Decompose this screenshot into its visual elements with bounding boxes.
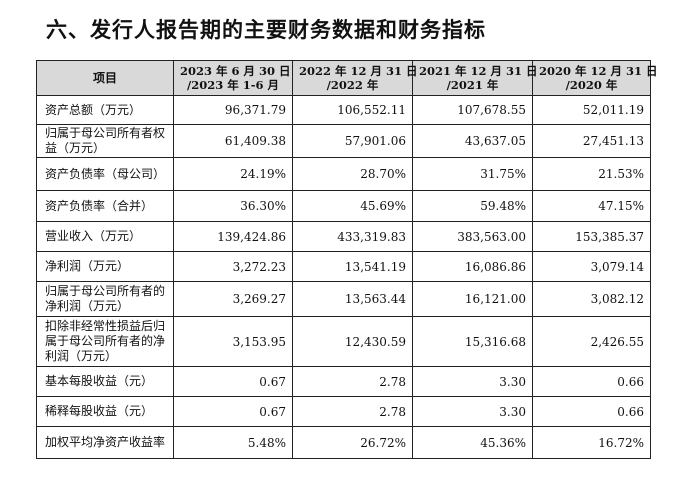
cell-value: 43,637.05 <box>412 124 533 158</box>
cell-value: 59.48% <box>412 190 533 222</box>
cell-value: 45.36% <box>412 426 533 459</box>
cell-value: 2,426.55 <box>532 316 651 367</box>
table-row: 资产负债率（母公司） 24.19% 28.70% 31.75% 21.53% <box>36 157 651 191</box>
cell-value: 5.48% <box>173 426 293 459</box>
cell-value: 16,121.00 <box>412 281 533 317</box>
section-title: 六、发行人报告期的主要财务数据和财务指标 <box>46 18 486 42</box>
row-label: 稀释每股收益（元） <box>36 396 174 427</box>
row-label: 净利润（万元） <box>36 251 174 282</box>
table-row: 归属于母公司所有者的净利润（万元） 3,269.27 13,563.44 16,… <box>36 281 651 317</box>
row-label: 加权平均净资产收益率 <box>36 426 174 459</box>
cell-value: 433,319.83 <box>292 221 413 252</box>
cell-value: 52,011.19 <box>532 95 651 125</box>
cell-value: 107,678.55 <box>412 95 533 125</box>
cell-value: 106,552.11 <box>292 95 413 125</box>
cell-value: 0.66 <box>532 366 651 397</box>
row-label: 资产总额（万元） <box>36 95 174 125</box>
cell-value: 47.15% <box>532 190 651 222</box>
table-row: 营业收入（万元） 139,424.86 433,319.83 383,563.0… <box>36 221 651 252</box>
cell-value: 0.67 <box>173 366 293 397</box>
cell-value: 0.67 <box>173 396 293 427</box>
cell-value: 57,901.06 <box>292 124 413 158</box>
cell-value: 36.30% <box>173 190 293 222</box>
cell-value: 61,409.38 <box>173 124 293 158</box>
cell-value: 2.78 <box>292 396 413 427</box>
row-label: 资产负债率（合并） <box>36 190 174 222</box>
table-row: 稀释每股收益（元） 0.67 2.78 3.30 0.66 <box>36 396 651 427</box>
cell-value: 3.30 <box>412 366 533 397</box>
cell-value: 16.72% <box>532 426 651 459</box>
row-label: 营业收入（万元） <box>36 221 174 252</box>
row-label: 归属于母公司所有者的净利润（万元） <box>36 281 174 317</box>
cell-value: 15,316.68 <box>412 316 533 367</box>
cell-value: 24.19% <box>173 157 293 191</box>
financial-data-table: 项目 2023 年 6 月 30 日/2023 年 1-6 月 2022 年 1… <box>36 60 658 459</box>
cell-value: 45.69% <box>292 190 413 222</box>
row-label: 扣除非经常性损益后归属于母公司所有者的净利润（万元） <box>36 316 174 367</box>
header-2020: 2020 年 12 月 31 日/2020 年 <box>532 60 658 96</box>
header-2023h1: 2023 年 6 月 30 日/2023 年 1-6 月 <box>173 60 293 96</box>
cell-value: 3,082.12 <box>532 281 651 317</box>
cell-value: 21.53% <box>532 157 651 191</box>
table-row: 资产总额（万元） 96,371.79 106,552.11 107,678.55… <box>36 95 651 125</box>
cell-value: 28.70% <box>292 157 413 191</box>
row-label: 归属于母公司所有者权益（万元） <box>36 124 174 158</box>
cell-value: 13,541.19 <box>292 251 413 282</box>
cell-value: 3,153.95 <box>173 316 293 367</box>
row-label: 基本每股收益（元） <box>36 366 174 397</box>
cell-value: 3,272.23 <box>173 251 293 282</box>
table-row: 资产负债率（合并） 36.30% 45.69% 59.48% 47.15% <box>36 190 651 222</box>
header-2022: 2022 年 12 月 31 日/2022 年 <box>292 60 418 96</box>
table-row: 扣除非经常性损益后归属于母公司所有者的净利润（万元） 3,153.95 12,4… <box>36 316 651 367</box>
row-label: 资产负债率（母公司） <box>36 157 174 191</box>
table-row: 归属于母公司所有者权益（万元） 61,409.38 57,901.06 43,6… <box>36 124 651 158</box>
cell-value: 16,086.86 <box>412 251 533 282</box>
cell-value: 383,563.00 <box>412 221 533 252</box>
cell-value: 2.78 <box>292 366 413 397</box>
cell-value: 96,371.79 <box>173 95 293 125</box>
cell-value: 3.30 <box>412 396 533 427</box>
table-row: 基本每股收益（元） 0.67 2.78 3.30 0.66 <box>36 366 651 397</box>
cell-value: 3,269.27 <box>173 281 293 317</box>
cell-value: 139,424.86 <box>173 221 293 252</box>
cell-value: 27,451.13 <box>532 124 651 158</box>
cell-value: 12,430.59 <box>292 316 413 367</box>
table-row: 加权平均净资产收益率 5.48% 26.72% 45.36% 16.72% <box>36 426 651 459</box>
table-header-row: 项目 2023 年 6 月 30 日/2023 年 1-6 月 2022 年 1… <box>36 60 658 96</box>
cell-value: 0.66 <box>532 396 651 427</box>
header-item: 项目 <box>36 60 174 96</box>
cell-value: 26.72% <box>292 426 413 459</box>
header-2021: 2021 年 12 月 31 日/2021 年 <box>412 60 538 96</box>
cell-value: 3,079.14 <box>532 251 651 282</box>
cell-value: 13,563.44 <box>292 281 413 317</box>
table-row: 净利润（万元） 3,272.23 13,541.19 16,086.86 3,0… <box>36 251 651 282</box>
cell-value: 31.75% <box>412 157 533 191</box>
cell-value: 153,385.37 <box>532 221 651 252</box>
